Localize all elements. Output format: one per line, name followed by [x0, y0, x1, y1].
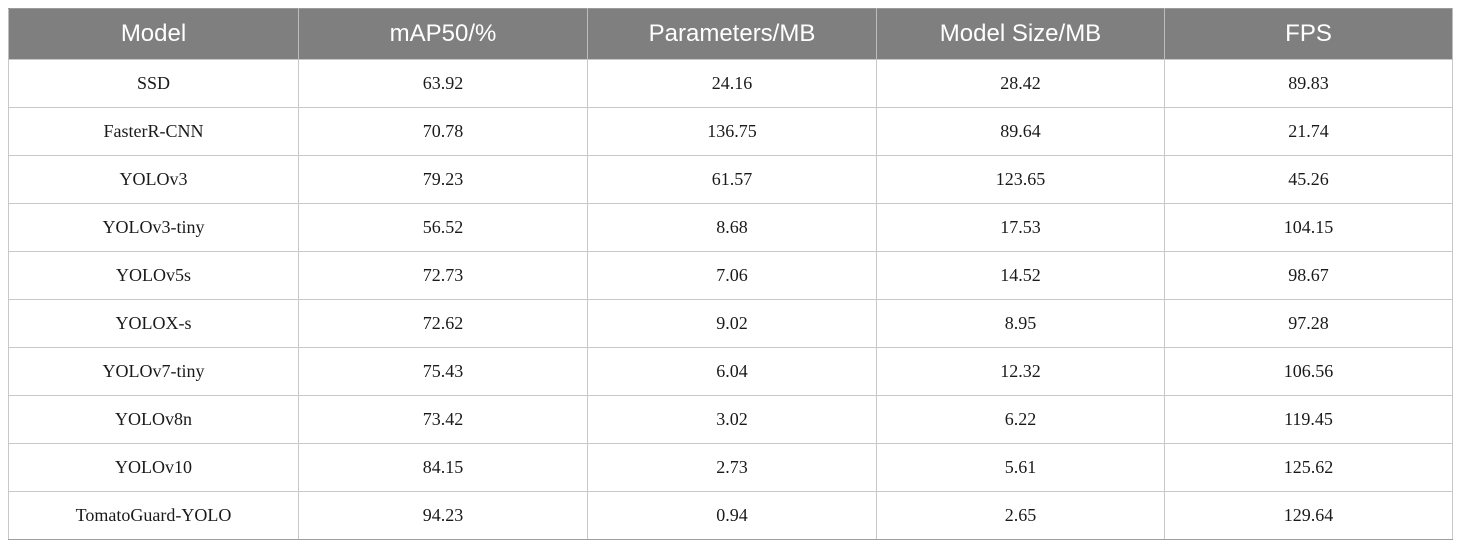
comparison-table-container: Model mAP50/% Parameters/MB Model Size/M… — [8, 8, 1453, 540]
cell-map50: 73.42 — [298, 395, 588, 444]
cell-model: YOLOX-s — [8, 299, 299, 348]
cell-map50: 94.23 — [298, 491, 588, 540]
cell-parameters: 2.73 — [587, 443, 877, 492]
cell-fps: 125.62 — [1164, 443, 1453, 492]
table-row: YOLOv10 84.15 2.73 5.61 125.62 — [8, 443, 1453, 492]
model-comparison-table: Model mAP50/% Parameters/MB Model Size/M… — [8, 8, 1453, 540]
cell-model: YOLOv7-tiny — [8, 347, 299, 396]
cell-model: YOLOv10 — [8, 443, 299, 492]
table-header: Model mAP50/% Parameters/MB Model Size/M… — [8, 8, 1453, 60]
cell-parameters: 136.75 — [587, 107, 877, 156]
table-row: YOLOv3-tiny 56.52 8.68 17.53 104.15 — [8, 203, 1453, 252]
cell-fps: 97.28 — [1164, 299, 1453, 348]
header-parameters: Parameters/MB — [587, 8, 877, 60]
cell-model-size: 123.65 — [876, 155, 1165, 204]
table-row: FasterR-CNN 70.78 136.75 89.64 21.74 — [8, 107, 1453, 156]
header-row: Model mAP50/% Parameters/MB Model Size/M… — [8, 8, 1453, 60]
cell-map50: 70.78 — [298, 107, 588, 156]
cell-model-size: 28.42 — [876, 59, 1165, 108]
cell-model-size: 8.95 — [876, 299, 1165, 348]
table-row: TomatoGuard-YOLO 94.23 0.94 2.65 129.64 — [8, 491, 1453, 540]
cell-map50: 72.73 — [298, 251, 588, 300]
cell-fps: 106.56 — [1164, 347, 1453, 396]
cell-model-size: 89.64 — [876, 107, 1165, 156]
table-row: YOLOX-s 72.62 9.02 8.95 97.28 — [8, 299, 1453, 348]
header-fps: FPS — [1164, 8, 1453, 60]
cell-map50: 79.23 — [298, 155, 588, 204]
table-row: YOLOv3 79.23 61.57 123.65 45.26 — [8, 155, 1453, 204]
table-row: YOLOv8n 73.42 3.02 6.22 119.45 — [8, 395, 1453, 444]
cell-model-size: 5.61 — [876, 443, 1165, 492]
cell-parameters: 61.57 — [587, 155, 877, 204]
cell-parameters: 8.68 — [587, 203, 877, 252]
cell-model: TomatoGuard-YOLO — [8, 491, 299, 540]
cell-fps: 119.45 — [1164, 395, 1453, 444]
header-model: Model — [8, 8, 299, 60]
cell-parameters: 9.02 — [587, 299, 877, 348]
cell-model: YOLOv8n — [8, 395, 299, 444]
cell-parameters: 24.16 — [587, 59, 877, 108]
cell-model: YOLOv3-tiny — [8, 203, 299, 252]
cell-map50: 56.52 — [298, 203, 588, 252]
cell-model-size: 6.22 — [876, 395, 1165, 444]
cell-model-size: 2.65 — [876, 491, 1165, 540]
cell-fps: 98.67 — [1164, 251, 1453, 300]
header-model-size: Model Size/MB — [876, 8, 1165, 60]
table-row: SSD 63.92 24.16 28.42 89.83 — [8, 59, 1453, 108]
cell-model: YOLOv3 — [8, 155, 299, 204]
cell-map50: 75.43 — [298, 347, 588, 396]
cell-parameters: 0.94 — [587, 491, 877, 540]
cell-parameters: 6.04 — [587, 347, 877, 396]
cell-fps: 21.74 — [1164, 107, 1453, 156]
header-map50: mAP50/% — [298, 8, 588, 60]
cell-map50: 72.62 — [298, 299, 588, 348]
table-row: YOLOv7-tiny 75.43 6.04 12.32 106.56 — [8, 347, 1453, 396]
cell-fps: 45.26 — [1164, 155, 1453, 204]
cell-parameters: 7.06 — [587, 251, 877, 300]
cell-map50: 84.15 — [298, 443, 588, 492]
cell-model: FasterR-CNN — [8, 107, 299, 156]
cell-map50: 63.92 — [298, 59, 588, 108]
cell-model: SSD — [8, 59, 299, 108]
cell-parameters: 3.02 — [587, 395, 877, 444]
cell-fps: 104.15 — [1164, 203, 1453, 252]
cell-model-size: 17.53 — [876, 203, 1165, 252]
table-body: SSD 63.92 24.16 28.42 89.83 FasterR-CNN … — [8, 59, 1453, 540]
cell-model: YOLOv5s — [8, 251, 299, 300]
cell-model-size: 12.32 — [876, 347, 1165, 396]
cell-fps: 89.83 — [1164, 59, 1453, 108]
cell-model-size: 14.52 — [876, 251, 1165, 300]
table-row: YOLOv5s 72.73 7.06 14.52 98.67 — [8, 251, 1453, 300]
cell-fps: 129.64 — [1164, 491, 1453, 540]
